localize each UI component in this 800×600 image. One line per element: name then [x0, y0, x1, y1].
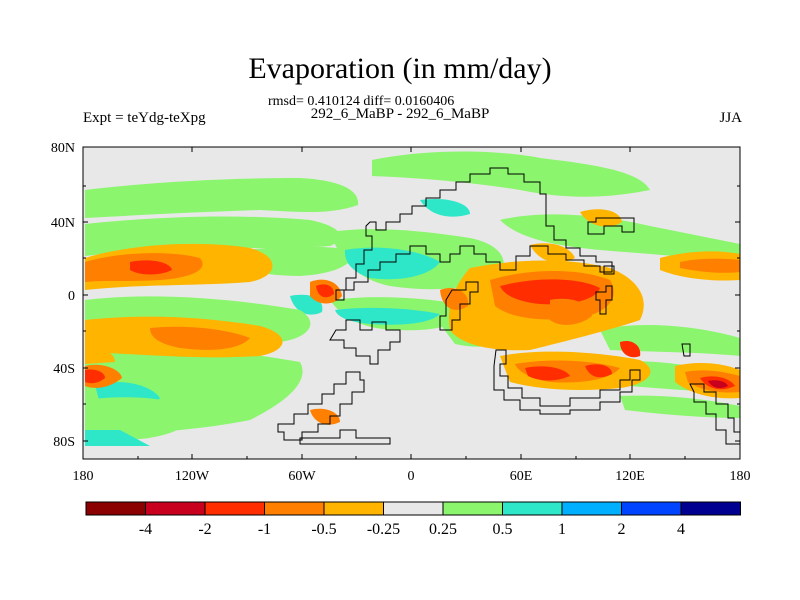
colorbar-label: -4 [139, 521, 152, 538]
colorbar-box [621, 501, 682, 516]
lon-label-120w: 120W [175, 469, 210, 484]
colorbar-box [323, 501, 384, 516]
continent-outlines [277, 167, 740, 445]
experiment-name: 292_6_MaBP - 292_6_MaBP [310, 106, 490, 122]
colorbar-label: -1 [258, 521, 271, 538]
lon-label-180e: 180 [730, 469, 751, 484]
lon-label-60e: 60E [510, 469, 533, 484]
lon-label-0: 0 [408, 469, 415, 484]
lon-labels: 180 120W 60W 0 60E 120E 180 [73, 469, 751, 484]
colorbar-label: 0.5 [493, 521, 513, 538]
lat-label-40s: 40S [53, 362, 75, 377]
colorbar-box [145, 501, 206, 516]
colorbar-label: 2 [618, 521, 626, 538]
colorbar-label: -2 [198, 521, 211, 538]
colorbar-label: -0.5 [311, 521, 336, 538]
lon-label-120e: 120E [615, 469, 645, 484]
plot-title: Evaporation (in mm/day) [248, 52, 552, 85]
lon-ticks [82, 147, 741, 459]
lat-label-0: 0 [68, 289, 75, 304]
lat-label-40n: 40N [51, 216, 75, 231]
colorbar-label: 1 [558, 521, 566, 538]
negative-anomaly-regions [85, 209, 740, 425]
colorbar-label: 0.25 [429, 521, 457, 538]
colorbar [85, 501, 741, 516]
lat-labels: 80N 40N 0 40S 80S [51, 141, 75, 450]
lat-label-80s: 80S [53, 435, 75, 450]
colorbar-label: 4 [677, 521, 685, 538]
lat-ticks [83, 146, 740, 442]
map-plot-area [83, 147, 740, 459]
colorbar-box [502, 501, 563, 516]
lat-label-80n: 80N [51, 141, 75, 156]
colorbar-box [383, 501, 444, 516]
colorbar-box [264, 501, 325, 516]
colorbar-box [442, 501, 503, 516]
lon-label-60w: 60W [288, 469, 316, 484]
colorbar-box [561, 501, 622, 516]
stats-text: rmsd= 0.410124 diff= 0.0160406 [268, 94, 455, 109]
colorbar-label: -0.25 [367, 521, 400, 538]
season-label: JJA [719, 110, 742, 126]
colorbar-box [680, 501, 741, 516]
colorbar-box [85, 501, 146, 516]
lon-label-180w: 180 [73, 469, 94, 484]
experiment-label: Expt = teYdg-teXpg [83, 110, 206, 126]
colorbar-labels: -4 -2 -1 -0.5 -0.25 0.25 0.5 1 2 4 [139, 521, 685, 538]
colorbar-box [204, 501, 265, 516]
